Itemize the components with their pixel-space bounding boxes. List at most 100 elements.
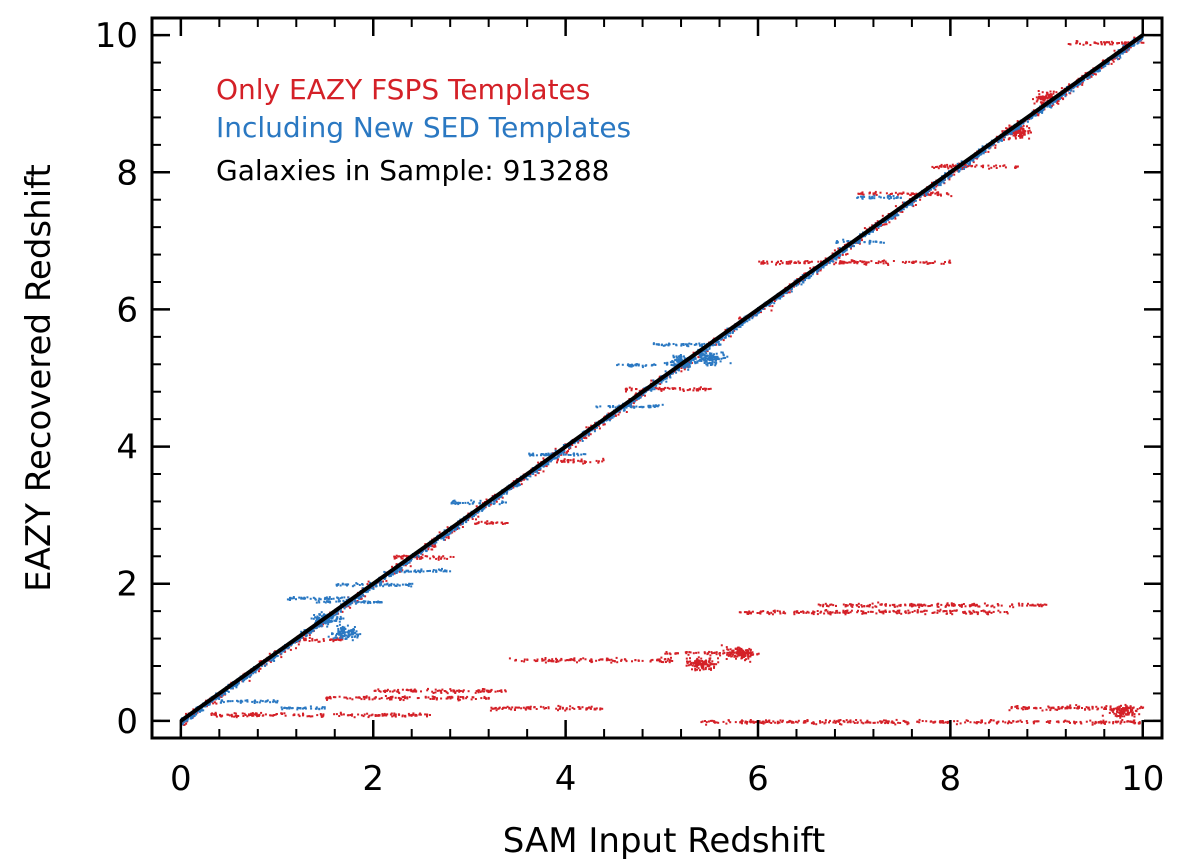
data-point (407, 689, 410, 692)
data-point (1027, 602, 1029, 605)
data-point (744, 654, 747, 657)
data-point (409, 714, 412, 717)
data-point (1105, 720, 1108, 723)
data-point (438, 689, 441, 692)
data-point (403, 696, 406, 699)
data-point (669, 376, 672, 379)
data-point (1024, 708, 1027, 711)
data-point (1032, 722, 1035, 725)
data-point (1017, 131, 1020, 134)
data-point (982, 609, 985, 612)
data-point (1127, 713, 1130, 716)
data-point (658, 659, 661, 662)
data-point (608, 419, 611, 422)
data-point (750, 654, 752, 657)
data-point (807, 611, 810, 614)
data-point (894, 191, 897, 194)
data-point (821, 721, 824, 724)
data-point (706, 663, 709, 666)
data-point (768, 303, 771, 306)
data-point (377, 714, 379, 717)
data-point (689, 660, 692, 663)
data-point (921, 193, 924, 196)
data-point (692, 389, 695, 392)
data-point (1095, 721, 1098, 724)
data-point (860, 192, 862, 195)
data-point (869, 603, 871, 606)
data-point (911, 611, 914, 613)
data-point (709, 387, 712, 390)
data-point (863, 227, 866, 230)
data-point (901, 192, 904, 195)
data-point (1108, 711, 1111, 714)
data-point (671, 387, 674, 390)
data-point (1142, 41, 1145, 44)
data-point (875, 262, 878, 264)
data-point (304, 638, 306, 641)
data-point (690, 663, 692, 666)
data-point (395, 556, 398, 559)
data-point (1112, 41, 1114, 44)
data-point (736, 647, 739, 650)
data-point (975, 722, 978, 725)
data-point (1045, 721, 1048, 723)
data-point (457, 695, 460, 698)
data-point (887, 264, 890, 266)
data-point (975, 604, 978, 607)
data-point (593, 707, 596, 710)
data-point (477, 515, 480, 518)
data-point (388, 698, 391, 701)
data-point (449, 555, 452, 558)
data-point (534, 660, 537, 663)
data-point (326, 698, 328, 701)
data-point (480, 697, 483, 700)
data-point (975, 164, 978, 167)
data-point (1046, 91, 1049, 94)
data-point (725, 646, 728, 649)
data-point (318, 625, 320, 628)
data-point (696, 657, 699, 660)
data-point (561, 707, 564, 710)
data-point (923, 193, 926, 196)
data-point (265, 662, 268, 665)
data-point (756, 612, 759, 614)
data-point (819, 721, 822, 724)
data-point (1023, 133, 1026, 136)
data-point (699, 386, 702, 389)
data-point (389, 690, 392, 693)
data-point (995, 167, 998, 169)
data-point (258, 660, 261, 663)
data-point (685, 657, 688, 660)
data-point (766, 611, 769, 614)
data-point (896, 609, 899, 612)
data-point (762, 308, 765, 310)
data-point (1050, 706, 1053, 709)
data-point (408, 696, 411, 699)
data-point (478, 510, 481, 513)
data-point (503, 492, 506, 495)
data-point (603, 423, 606, 426)
data-point (392, 714, 395, 717)
data-point (625, 388, 628, 391)
data-point (437, 557, 440, 559)
data-point (949, 610, 952, 613)
data-point (1073, 720, 1076, 723)
data-point (609, 417, 612, 420)
data-point (601, 658, 604, 661)
data-point (951, 613, 954, 616)
data-point (257, 714, 260, 717)
data-point (246, 715, 249, 718)
data-point (533, 706, 536, 709)
data-point (973, 603, 976, 606)
data-point (956, 720, 959, 723)
data-point (1081, 707, 1083, 709)
data-point (897, 610, 900, 613)
data-point (834, 721, 837, 724)
data-point (693, 387, 696, 390)
data-point (437, 558, 440, 561)
data-point (918, 721, 921, 724)
data-point (1063, 93, 1066, 96)
data-point (1093, 71, 1096, 74)
data-point (429, 714, 431, 716)
data-point (701, 667, 704, 670)
